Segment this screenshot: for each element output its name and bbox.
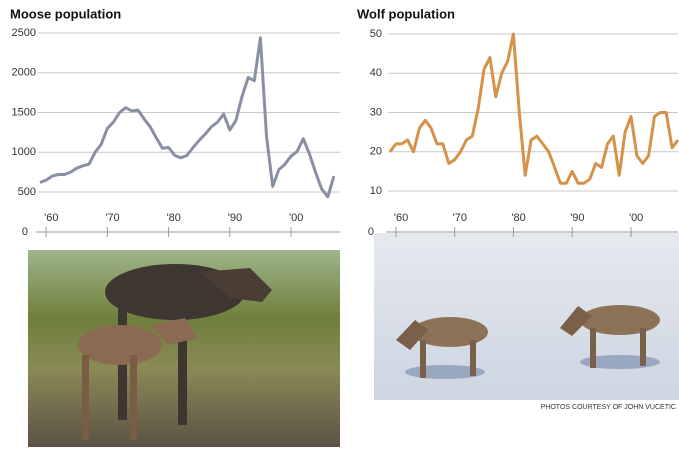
photo-credit: PHOTOS COURTESY OF JOHN VUCETIC bbox=[541, 404, 676, 411]
y-tick-label: 2000 bbox=[12, 67, 36, 79]
x-tick-label: '70 bbox=[105, 212, 119, 224]
x-tick-label: '80 bbox=[167, 212, 181, 224]
y-tick-label: 1500 bbox=[12, 106, 36, 118]
x-tick-label: '70 bbox=[453, 212, 467, 224]
line bbox=[40, 38, 334, 197]
x-tick-label: '00 bbox=[629, 212, 643, 224]
y-tick-label: 30 bbox=[370, 106, 382, 118]
y-tick-label: 500 bbox=[18, 186, 36, 198]
y-tick-label: 2500 bbox=[12, 27, 36, 39]
y-tick-label: 40 bbox=[370, 67, 382, 79]
x-tick-label: '80 bbox=[511, 212, 525, 224]
y-tick-label: 50 bbox=[370, 28, 382, 40]
x-tick-label: '60 bbox=[44, 212, 58, 224]
page: PHOTOS COURTESY OF JOHN VUCETIC Moose po… bbox=[0, 0, 679, 449]
line bbox=[390, 34, 678, 183]
x-tick-label: '90 bbox=[570, 212, 584, 224]
x-tick-label: '00 bbox=[289, 212, 303, 224]
chart-title: Wolf population bbox=[357, 6, 455, 21]
y-tick-label: 1000 bbox=[12, 146, 36, 158]
chart-title: Moose population bbox=[10, 6, 121, 21]
axis-zero-label: 0 bbox=[368, 226, 374, 238]
axis-zero-label: 0 bbox=[22, 226, 28, 238]
y-tick-label: 10 bbox=[370, 185, 382, 197]
x-tick-label: '90 bbox=[228, 212, 242, 224]
moose-photo bbox=[28, 250, 340, 447]
x-tick-label: '60 bbox=[394, 212, 408, 224]
y-tick-label: 20 bbox=[370, 146, 382, 158]
wolf-photo bbox=[374, 233, 679, 400]
